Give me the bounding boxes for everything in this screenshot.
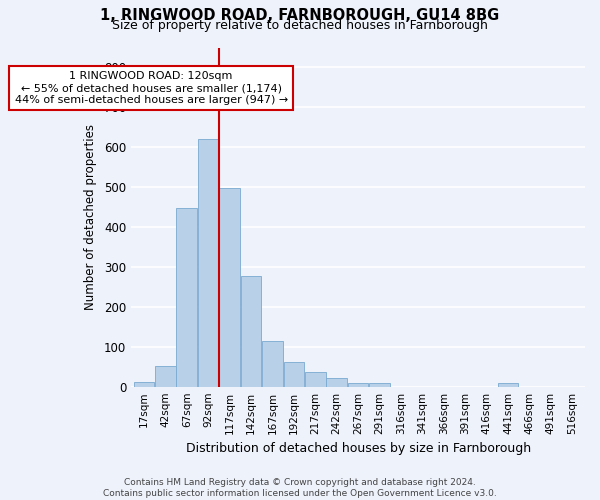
X-axis label: Distribution of detached houses by size in Farnborough: Distribution of detached houses by size … <box>185 442 530 455</box>
Bar <box>176 208 197 386</box>
Bar <box>241 276 262 386</box>
Bar <box>220 188 240 386</box>
Bar <box>155 366 176 386</box>
Bar <box>134 382 154 386</box>
Bar <box>262 341 283 386</box>
Bar <box>284 362 304 386</box>
Bar <box>305 372 326 386</box>
Bar <box>369 384 390 386</box>
Bar <box>198 140 218 386</box>
Bar <box>348 382 368 386</box>
Bar <box>497 384 518 386</box>
Text: Contains HM Land Registry data © Crown copyright and database right 2024.
Contai: Contains HM Land Registry data © Crown c… <box>103 478 497 498</box>
Bar <box>326 378 347 386</box>
Text: 1, RINGWOOD ROAD, FARNBOROUGH, GU14 8BG: 1, RINGWOOD ROAD, FARNBOROUGH, GU14 8BG <box>100 8 500 22</box>
Text: 1 RINGWOOD ROAD: 120sqm
← 55% of detached houses are smaller (1,174)
44% of semi: 1 RINGWOOD ROAD: 120sqm ← 55% of detache… <box>14 72 288 104</box>
Text: Size of property relative to detached houses in Farnborough: Size of property relative to detached ho… <box>112 19 488 32</box>
Y-axis label: Number of detached properties: Number of detached properties <box>84 124 97 310</box>
